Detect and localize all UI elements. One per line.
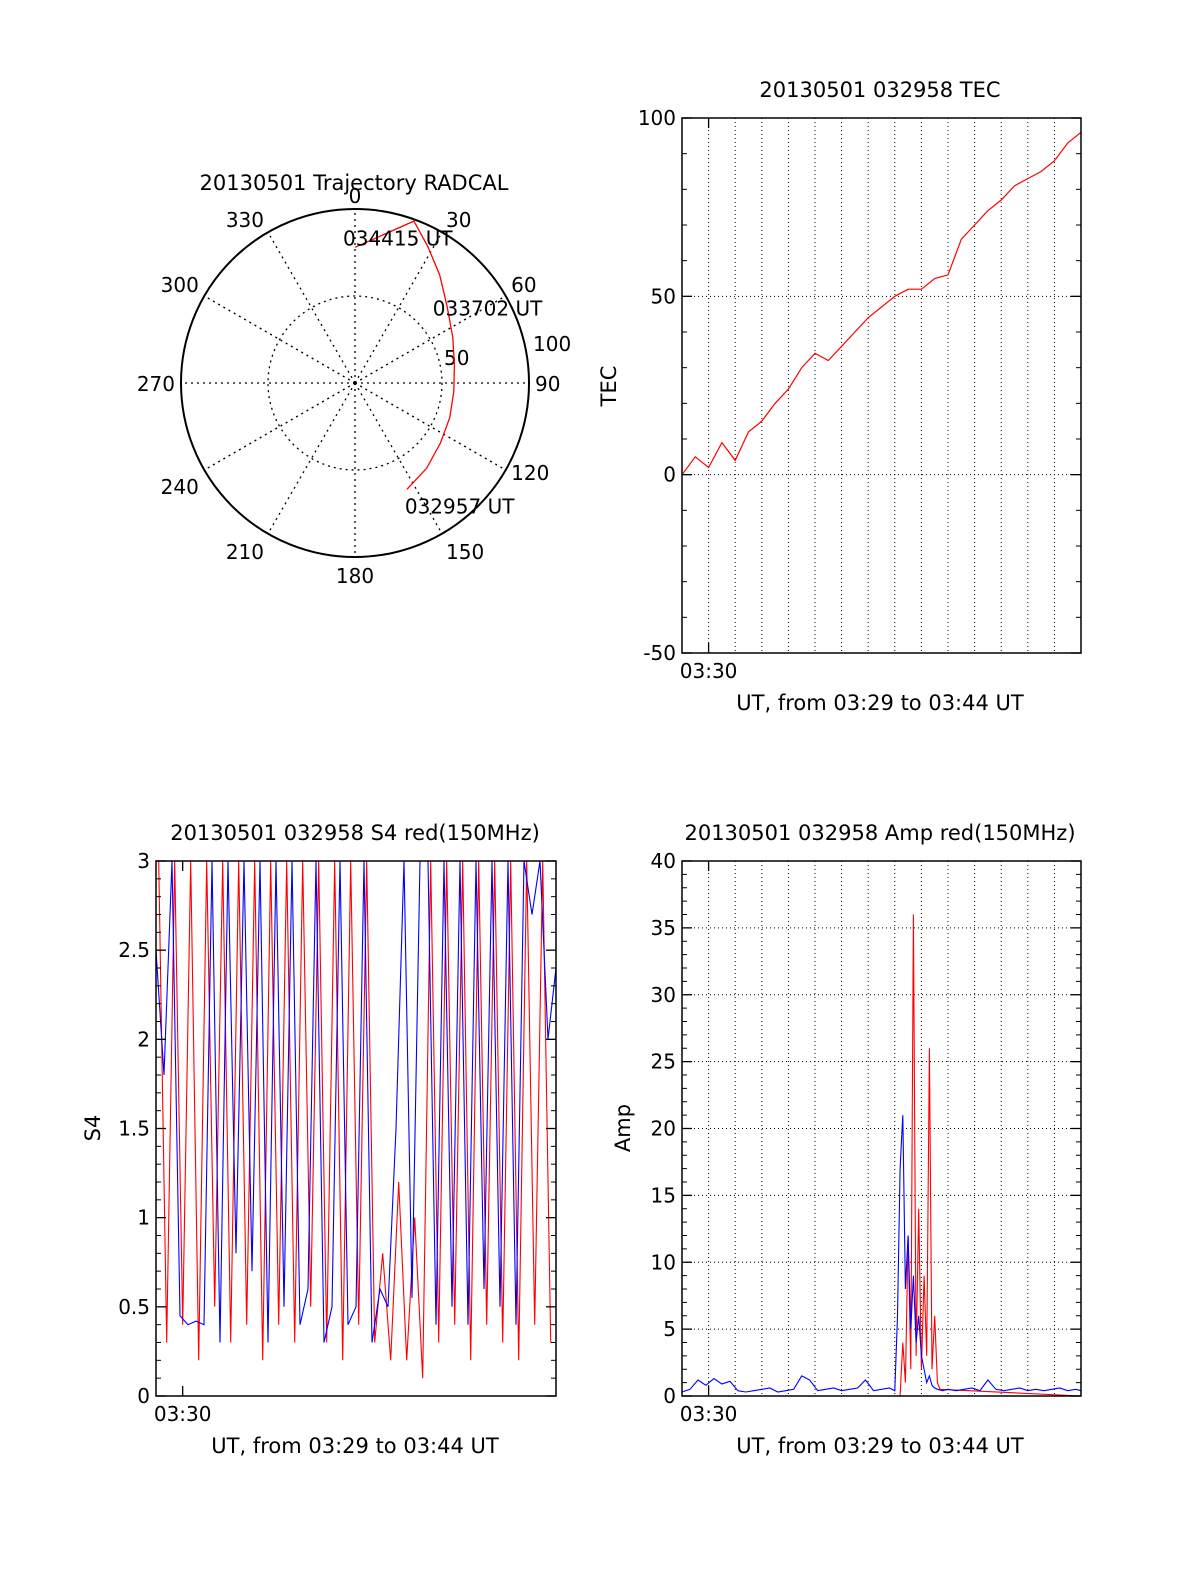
trajectory-mid-label: 033702 UT: [433, 296, 543, 320]
polar-angle-label: 150: [446, 540, 484, 564]
y-tick-label: 0: [137, 1384, 150, 1408]
polar-angle-label: 210: [226, 540, 264, 564]
polar-angle-label: 240: [161, 475, 199, 499]
y-tick-label: 25: [651, 1050, 676, 1074]
trajectory-end-label: 034415 UT: [343, 226, 453, 250]
s4-ylabel: S4: [81, 1115, 105, 1142]
series-line-0: [681, 131, 1082, 476]
plot-frame: [681, 860, 1082, 1397]
y-tick-label: 30: [651, 983, 676, 1007]
series-line-0: [682, 914, 1082, 1397]
polar-spoke: [354, 382, 507, 471]
polar-chart: 0 30 60 90 120 150 180 210 240 270 300 330 50 100 0329…: [137, 184, 571, 588]
polar-spoke: [203, 295, 356, 384]
y-tick-label: 1.5: [118, 1117, 150, 1141]
polar-angle-label: 90: [535, 372, 560, 396]
polar-spoke: [354, 382, 443, 535]
polar-angle-label: 120: [511, 461, 549, 485]
y-tick-label: 40: [651, 849, 676, 873]
y-tick-label: 15: [651, 1183, 676, 1207]
polar-spoke: [267, 231, 356, 384]
y-tick-label: 0: [663, 463, 676, 487]
trajectory-line: [354, 220, 456, 490]
polar-spoke: [203, 382, 356, 471]
tec-title: 20130501 032958 TEC: [759, 78, 1000, 102]
polar-radial-label: 50: [444, 346, 469, 370]
trajectory-start-label: 032957 UT: [405, 494, 515, 518]
polar-spoke: [354, 231, 443, 384]
polar-grid-circle: [267, 295, 443, 471]
polar-outer-circle: [180, 208, 530, 558]
s4-chart: 0 0.5 1 1.5 2 2.5 3 03:30: [118, 849, 557, 1426]
y-tick-label: -50: [643, 641, 676, 665]
polar-angle-label: 180: [336, 564, 374, 588]
y-tick-label: 0: [663, 1384, 676, 1408]
y-tick-label: 100: [638, 106, 676, 130]
y-tick-label: 2: [137, 1027, 150, 1051]
polar-angle-label: 300: [161, 273, 199, 297]
y-tick-label: 3: [137, 849, 150, 873]
y-tick-label: 0.5: [118, 1295, 150, 1319]
y-tick-label: 10: [651, 1250, 676, 1274]
s4-xlabel: UT, from 03:29 to 03:44 UT: [211, 1434, 499, 1458]
polar-radial-label: 100: [533, 332, 571, 356]
polar-angle-label: 270: [137, 372, 175, 396]
series-line-1: [681, 1115, 1082, 1393]
x-tick-label: 03:30: [680, 659, 738, 683]
amp-chart: 0 5 10 15 20 25 30 35 40 03:30: [651, 849, 1082, 1426]
amp-ylabel: Amp: [611, 1104, 635, 1152]
amp-title: 20130501 032958 Amp red(150MHz): [684, 821, 1075, 845]
amp-xlabel: UT, from 03:29 to 03:44 UT: [736, 1434, 1024, 1458]
x-tick-label: 03:30: [154, 1402, 212, 1426]
y-tick-label: 5: [663, 1317, 676, 1341]
s4-title: 20130501 032958 S4 red(150MHz): [170, 821, 540, 845]
polar-angle-label: 0: [349, 184, 362, 208]
plot-frame: [681, 117, 1082, 654]
series-line-1: [155, 860, 557, 1343]
polar-title: 20130501 Trajectory RADCAL: [200, 171, 509, 195]
y-tick-label: 35: [651, 916, 676, 940]
polar-angle-label: 330: [226, 208, 264, 232]
tec-xlabel: UT, from 03:29 to 03:44 UT: [736, 691, 1024, 715]
polar-spoke: [354, 295, 507, 384]
y-tick-label: 50: [651, 284, 676, 308]
tec-ylabel: TEC: [597, 366, 621, 408]
polar-spoke: [267, 382, 356, 535]
polar-angle-label: 60: [511, 273, 536, 297]
tec-chart: -50 0 50 100 03:30: [638, 106, 1082, 683]
y-tick-label: 1: [137, 1206, 150, 1230]
y-tick-label: 20: [651, 1117, 676, 1141]
polar-angle-label: 30: [446, 208, 471, 232]
x-tick-label: 03:30: [680, 1402, 738, 1426]
y-tick-label: 2.5: [118, 938, 150, 962]
series-line-0: [158, 860, 552, 1379]
